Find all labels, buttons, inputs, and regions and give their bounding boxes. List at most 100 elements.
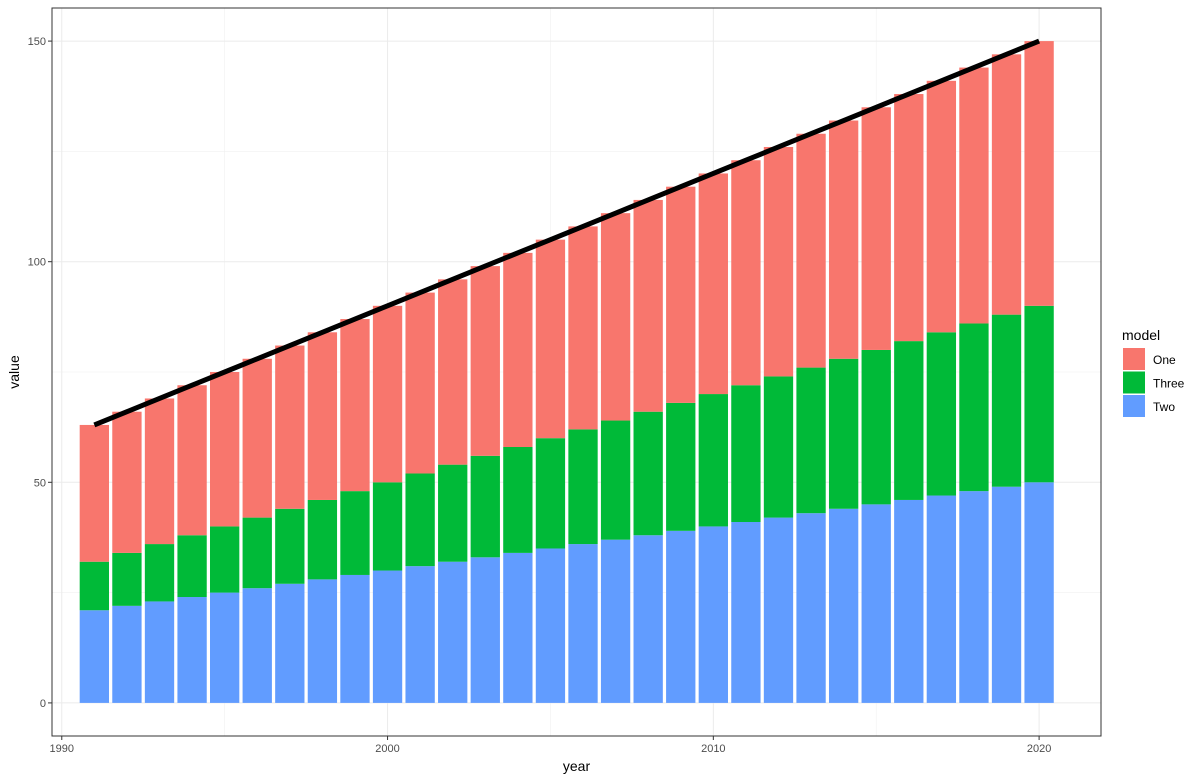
bar-two-2000 [372,570,403,703]
bar-one-2007 [600,213,631,421]
bar-three-2015 [861,349,891,505]
bar-two-2001 [405,566,435,703]
x-tick-label: 2010 [701,743,725,755]
bar-three-1991 [79,561,110,611]
y-axis-title: value [6,355,22,389]
bar-three-1996 [242,517,272,589]
bar-two-2017 [926,495,957,703]
bar-two-1998 [307,579,338,703]
bar-two-2020 [1024,482,1054,703]
bar-three-2007 [600,420,631,540]
bar-three-2003 [470,455,500,558]
bar-two-2019 [991,486,1022,703]
total-line-layer [93,38,1041,428]
legend-key-one [1123,348,1145,370]
bar-two-1993 [144,601,175,703]
x-axis-title: year [563,758,591,774]
y-tick-label: 100 [28,257,46,269]
bar-three-2002 [438,464,468,562]
bar-two-2002 [438,561,468,703]
legend: model One Three Two [1122,327,1185,417]
legend-title: model [1122,327,1160,343]
bar-one-2012 [763,146,794,377]
bar-two-2012 [763,517,794,703]
bar-one-2018 [959,67,989,324]
bar-two-1991 [79,610,110,703]
bar-one-2004 [503,252,533,448]
bar-two-2007 [600,539,631,703]
bar-two-2010 [698,526,728,703]
bar-two-2013 [796,513,826,703]
bar-one-2016 [894,94,924,342]
bar-three-2019 [991,314,1022,487]
y-tick-label: 150 [28,36,46,48]
bar-two-2009 [666,530,696,703]
bar-three-1998 [307,499,338,580]
bar-three-1993 [144,544,175,602]
bar-three-1999 [340,491,370,575]
bar-two-1997 [275,583,305,703]
bar-one-2015 [861,107,891,350]
bar-one-1999 [340,319,370,492]
bar-three-1992 [112,552,142,606]
bar-one-1996 [242,358,272,518]
bar-one-1995 [210,372,240,527]
bar-three-2000 [372,482,403,571]
bar-three-2008 [633,411,663,536]
axis-ticks: 1990 2000 2010 2020 0 50 100 150 [28,36,1052,755]
legend-label-three: Three [1153,377,1185,391]
bar-one-1993 [144,398,175,545]
bar-two-2003 [470,557,500,703]
bar-two-1999 [340,574,370,703]
legend-key-three [1123,371,1145,394]
bar-three-2010 [698,394,728,527]
bar-two-1992 [112,605,142,703]
bar-one-2010 [698,173,728,395]
bar-one-2003 [470,266,500,456]
bar-two-1996 [242,588,272,703]
bar-one-2011 [731,160,761,386]
bar-three-2001 [405,473,435,567]
total-line [93,38,1041,428]
bar-one-2014 [828,120,859,359]
y-tick-label: 50 [34,477,46,489]
bar-three-2012 [763,376,794,518]
y-tick-label: 0 [40,698,46,710]
bar-three-2004 [503,447,533,553]
bar-two-2016 [894,499,924,703]
bar-one-2000 [372,305,403,483]
bar-one-2013 [796,133,826,368]
bar-three-2020 [1024,305,1054,483]
bar-three-2017 [926,332,957,496]
bar-one-1998 [307,332,338,500]
legend-items: One Three Two [1123,348,1185,417]
bar-one-2019 [991,54,1022,315]
bar-three-2016 [894,341,924,500]
bar-one-1994 [177,385,207,536]
legend-label-one: One [1153,353,1176,367]
bar-three-2014 [828,358,859,509]
bar-two-1995 [210,592,240,703]
x-tick-label: 2000 [375,743,399,755]
bar-two-2004 [503,552,533,703]
bar-one-2002 [438,279,468,465]
bar-two-2005 [535,548,566,703]
bar-two-2014 [828,508,859,703]
legend-label-two: Two [1153,400,1175,414]
x-tick-label: 2020 [1027,743,1051,755]
bar-two-2008 [633,535,663,703]
bar-one-1992 [112,411,142,553]
bar-three-2009 [666,402,696,531]
bar-one-2017 [926,80,957,333]
bar-one-2006 [568,226,598,430]
bar-two-2011 [731,522,761,703]
bar-one-2001 [405,292,435,474]
bar-one-1991 [79,424,110,562]
plot-panel-border [51,7,1102,737]
bar-three-2006 [568,429,598,545]
bar-two-1994 [177,597,207,703]
x-tick-label: 1990 [50,743,74,755]
legend-key-two [1123,395,1145,417]
bar-three-1997 [275,508,305,584]
